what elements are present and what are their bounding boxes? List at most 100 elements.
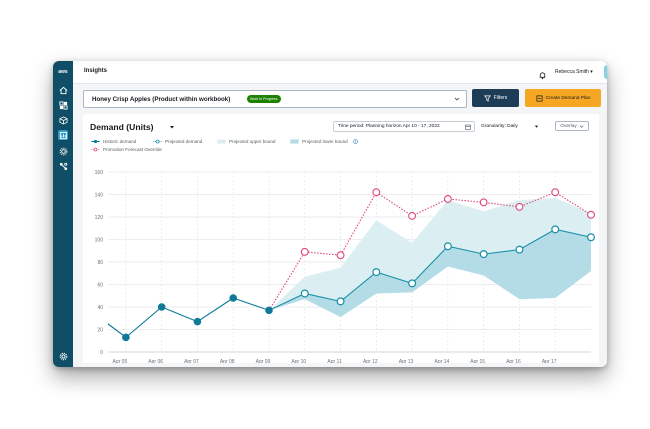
- time-period-field[interactable]: Time period: Planning horizon Apr 10 - 1…: [333, 121, 475, 132]
- status-badge: Work in Progress: [247, 95, 281, 103]
- chevron-down-icon: ▾: [590, 69, 593, 75]
- granularity-select[interactable]: Granularity: Daily: [481, 124, 518, 129]
- caret-down-icon: [534, 125, 539, 128]
- demand-card: 0 20 40 60 80 100 120 140 160 Apr 05 Apr 06 Apr 07 A…: [83, 114, 599, 363]
- historic-point: [229, 294, 238, 302]
- avatar[interactable]: RS: [604, 65, 607, 79]
- x-tick-label: Apr 16: [506, 359, 521, 363]
- projected-point: [443, 242, 452, 251]
- legend-projected: Projected demand: [153, 139, 202, 144]
- box-icon[interactable]: [58, 115, 68, 125]
- x-tick-label: Apr 08: [220, 359, 235, 363]
- time-period-text: Time period: Planning horizon Apr 10 - 1…: [338, 124, 440, 129]
- chart-legend: Historic demand Projected demand Project…: [91, 139, 591, 155]
- product-selector[interactable]: Honey Crisp Apples (Product within workb…: [83, 90, 467, 108]
- products-icon[interactable]: [58, 100, 68, 110]
- caret-down-icon[interactable]: [169, 124, 175, 130]
- overlay-button[interactable]: Overlay: [555, 121, 589, 131]
- promotion-point: [515, 202, 524, 211]
- y-tick-label: 60: [97, 282, 103, 288]
- create-plan-label: Create Demand Plan: [545, 95, 591, 101]
- x-tick-label: Apr 06: [148, 359, 163, 363]
- sidebar: aws: [53, 61, 73, 367]
- projected-point: [587, 233, 596, 242]
- legend-projected-swatch: [153, 139, 162, 144]
- info-icon[interactable]: [351, 139, 360, 144]
- y-tick-label: 0: [100, 350, 103, 356]
- legend-promotion-swatch: [91, 147, 100, 152]
- y-tick-label: 140: [95, 192, 104, 198]
- projected-point: [515, 245, 524, 254]
- home-icon[interactable]: [58, 85, 68, 95]
- footer-settings-icon[interactable]: [58, 351, 68, 361]
- legend-historic-swatch: [91, 139, 100, 144]
- y-tick-label: 100: [95, 237, 104, 243]
- y-tick-label: 80: [97, 260, 103, 266]
- create-demand-plan-button[interactable]: Create Demand Plan: [525, 89, 601, 107]
- user-name: Rebecca Smith: [555, 69, 589, 75]
- promotion-point: [443, 195, 452, 203]
- y-tick-label: 120: [95, 215, 104, 221]
- promotion-point: [587, 210, 595, 219]
- legend-upper: Projected upper bound: [217, 139, 275, 144]
- x-tick-label: Apr 05: [113, 359, 128, 363]
- promotion-point: [408, 211, 417, 220]
- aws-logo: aws: [58, 69, 68, 75]
- y-tick-label: 40: [97, 305, 103, 311]
- x-tick-label: Apr 10: [291, 359, 306, 363]
- promotion-point: [300, 247, 309, 256]
- chevron-down-icon: [454, 97, 460, 101]
- insights-icon[interactable]: [58, 130, 68, 140]
- y-tick-label: 160: [95, 170, 104, 176]
- user-menu[interactable]: Rebecca Smith ▾: [555, 69, 593, 75]
- settings-gear-icon[interactable]: [58, 146, 68, 156]
- product-name: Honey Crisp Apples (Product within workb…: [92, 96, 231, 103]
- historic-point: [122, 333, 130, 342]
- historic-point: [193, 317, 202, 326]
- filter-icon: [483, 95, 491, 102]
- legend-upper-swatch: [217, 139, 226, 144]
- legend-historic-label: Historic demand: [103, 139, 137, 144]
- legend-projected-label: Projected demand: [165, 139, 203, 144]
- plan-icon: [536, 95, 543, 101]
- x-tick-label: Apr 09: [256, 359, 271, 363]
- chevron-down-icon: [579, 124, 584, 128]
- projected-line: [268, 228, 592, 311]
- legend-lower: Projected lower bound: [290, 139, 360, 144]
- historic-line: [107, 297, 270, 339]
- x-tick-label: Apr 14: [435, 359, 450, 363]
- x-tick-label: Apr 07: [184, 359, 199, 363]
- calendar-icon: [465, 124, 471, 130]
- promotion-point: [551, 188, 560, 197]
- promotion-point: [479, 198, 488, 207]
- x-tick-label: Apr 17: [542, 359, 557, 363]
- projected-point: [551, 225, 560, 234]
- projected-point: [300, 289, 309, 298]
- legend-lower-label: Projected lower bound: [302, 139, 348, 144]
- projected-point: [372, 268, 381, 277]
- app-title: Insights: [84, 68, 108, 74]
- upper-bound-band: [269, 197, 591, 311]
- top-bar: Insights Rebecca Smith ▾ RS: [73, 61, 607, 84]
- projected-point: [408, 279, 417, 288]
- x-tick-label: Apr 12: [363, 359, 378, 363]
- promotion-point: [336, 251, 345, 260]
- legend-promotion-label: Promotion Forecast Override: [103, 147, 162, 152]
- filters-label: Filters: [493, 95, 508, 101]
- legend-promotion: Promotion Forecast Override: [91, 147, 162, 152]
- projected-point: [336, 297, 345, 306]
- network-icon[interactable]: [58, 161, 68, 171]
- x-tick-label: Apr 13: [399, 359, 414, 363]
- bell-icon[interactable]: [538, 67, 547, 80]
- filters-button[interactable]: Filters: [472, 89, 519, 107]
- overlay-label: Overlay: [560, 123, 577, 129]
- lower-bound-band: [269, 229, 591, 318]
- legend-lower-swatch: [290, 139, 299, 144]
- x-tick-label: Apr 11: [327, 359, 342, 363]
- legend-historic: Historic demand: [91, 139, 136, 144]
- historic-point: [265, 306, 273, 315]
- legend-upper-label: Projected upper bound: [229, 139, 276, 144]
- app-window: aws Insights Rebecca Smith ▾: [53, 61, 607, 367]
- chart-title: Demand (Units): [90, 122, 154, 132]
- historic-point: [157, 303, 166, 311]
